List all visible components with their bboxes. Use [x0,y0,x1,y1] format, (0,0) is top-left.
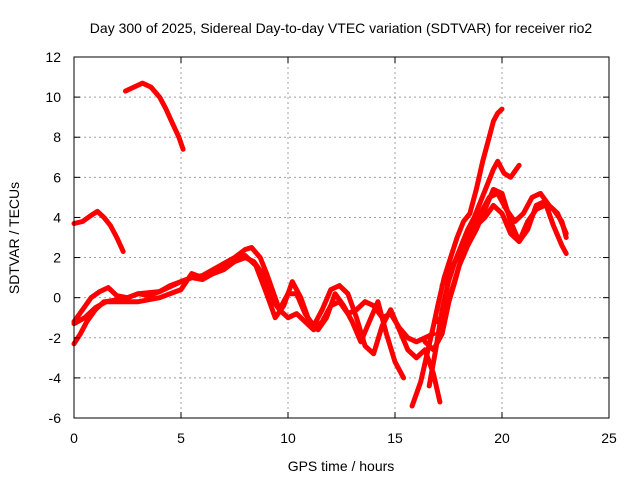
series-s4 [71,253,407,381]
series-s5 [71,255,443,405]
y-tick-label: 2 [53,250,61,266]
y-tick-label: -6 [49,410,62,426]
series-s6 [409,106,505,409]
series-s1 [122,80,186,152]
axis-ticks [73,56,610,419]
x-axis-label: GPS time / hours [288,458,395,474]
x-tick-label: 20 [494,430,510,446]
x-tick-label: 5 [177,430,185,446]
axis-tick-labels: 0 5 10 15 20 25 -6 -4 -2 0 2 4 6 8 10 12 [45,49,617,446]
chart-title: Day 300 of 2025, Sidereal Day-to-day VTE… [90,20,593,36]
y-tick-label: 0 [53,290,61,306]
y-tick-label: 4 [53,209,61,225]
y-tick-label: 12 [45,49,61,65]
y-tick-label: 8 [53,129,61,145]
x-tick-label: 25 [601,430,617,446]
data-series [71,80,569,409]
y-axis-label: SDTVAR / TECUs [6,182,22,294]
y-tick-label: 6 [53,169,61,185]
x-tick-label: 10 [280,430,296,446]
x-tick-label: 15 [387,430,403,446]
series-s10 [439,202,569,289]
x-tick-label: 0 [70,430,78,446]
series-s7 [426,158,522,389]
series-s9 [435,190,569,325]
y-tick-label: -2 [49,330,62,346]
series-s2 [71,208,126,254]
y-tick-label: -4 [49,370,62,386]
plot-frame [73,56,610,419]
grid-lines [74,57,609,418]
y-tick-label: 10 [45,89,61,105]
